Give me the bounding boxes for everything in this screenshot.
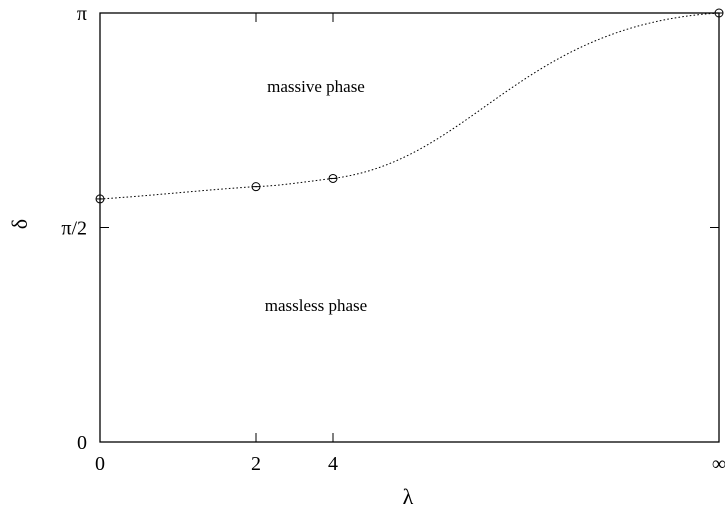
plot-frame (99, 12, 720, 443)
massive-phase-label: massive phase (267, 77, 365, 96)
y-tick-label: π (77, 3, 87, 25)
x-tick-label: 0 (95, 453, 105, 475)
data-point-marker (251, 182, 261, 192)
massless-phase-label: massless phase (265, 296, 367, 315)
y-tick-label: π/2 (61, 218, 87, 240)
x-tick-label: 2 (251, 453, 261, 475)
tick-labels: 0 2 4 ∞ 0 π/2 π (61, 3, 725, 475)
y-axis-label: δ (7, 219, 32, 229)
tick-marks (99, 12, 720, 443)
data-markers (95, 8, 724, 204)
y-tick-label: 0 (77, 432, 87, 454)
phase-boundary-curve (99, 12, 720, 200)
data-point-marker (714, 8, 724, 18)
x-tick-label: 4 (328, 453, 338, 475)
data-point-marker (328, 173, 338, 183)
data-point-marker (95, 194, 105, 204)
x-axis-label: λ (403, 484, 414, 509)
x-tick-label: ∞ (712, 453, 725, 475)
